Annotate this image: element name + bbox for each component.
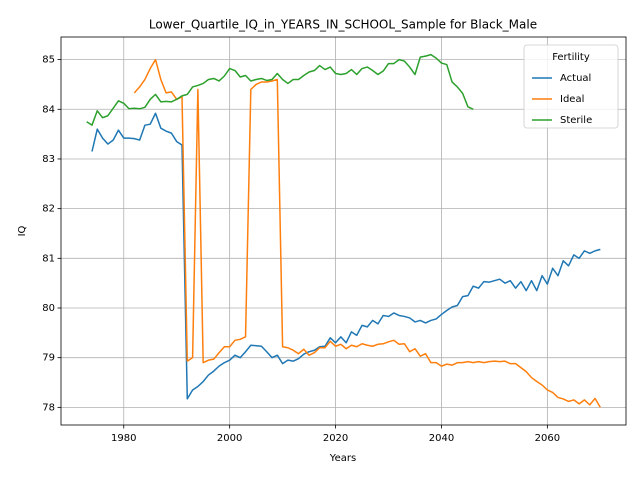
y-tick-label: 78	[42, 402, 55, 413]
x-tick-label: 1980	[111, 433, 136, 444]
legend-label: Sterile	[560, 115, 592, 126]
data-line	[133, 58, 601, 408]
y-tick-label: 84	[42, 104, 55, 115]
y-tick-label: 82	[42, 204, 55, 215]
data-line	[91, 112, 601, 400]
x-tick-label: 2060	[535, 433, 560, 444]
y-tick-label: 83	[42, 154, 55, 165]
legend-label: Ideal	[560, 94, 584, 105]
y-tick-label: 80	[42, 303, 55, 314]
legend-box	[523, 44, 619, 129]
y-tick-label: 81	[42, 253, 55, 264]
x-tick-label: 2000	[217, 433, 242, 444]
y-axis-label: IQ	[17, 225, 28, 236]
x-tick-label: 2040	[429, 433, 454, 444]
legend: Fertility Actual Ideal Sterile	[523, 44, 619, 129]
x-axis-label: Years	[329, 453, 356, 464]
legend-label: Actual	[560, 73, 591, 84]
x-tick-label: 2020	[323, 433, 348, 444]
legend-title: Fertility	[552, 52, 590, 63]
y-tick-label: 85	[42, 55, 55, 66]
data-line	[86, 53, 474, 126]
chart-title: Lower_Quartile_IQ_in_YEARS_IN_SCHOOL_Sam…	[149, 18, 537, 32]
y-tick-label: 79	[42, 353, 55, 364]
plot-frame	[60, 36, 627, 426]
